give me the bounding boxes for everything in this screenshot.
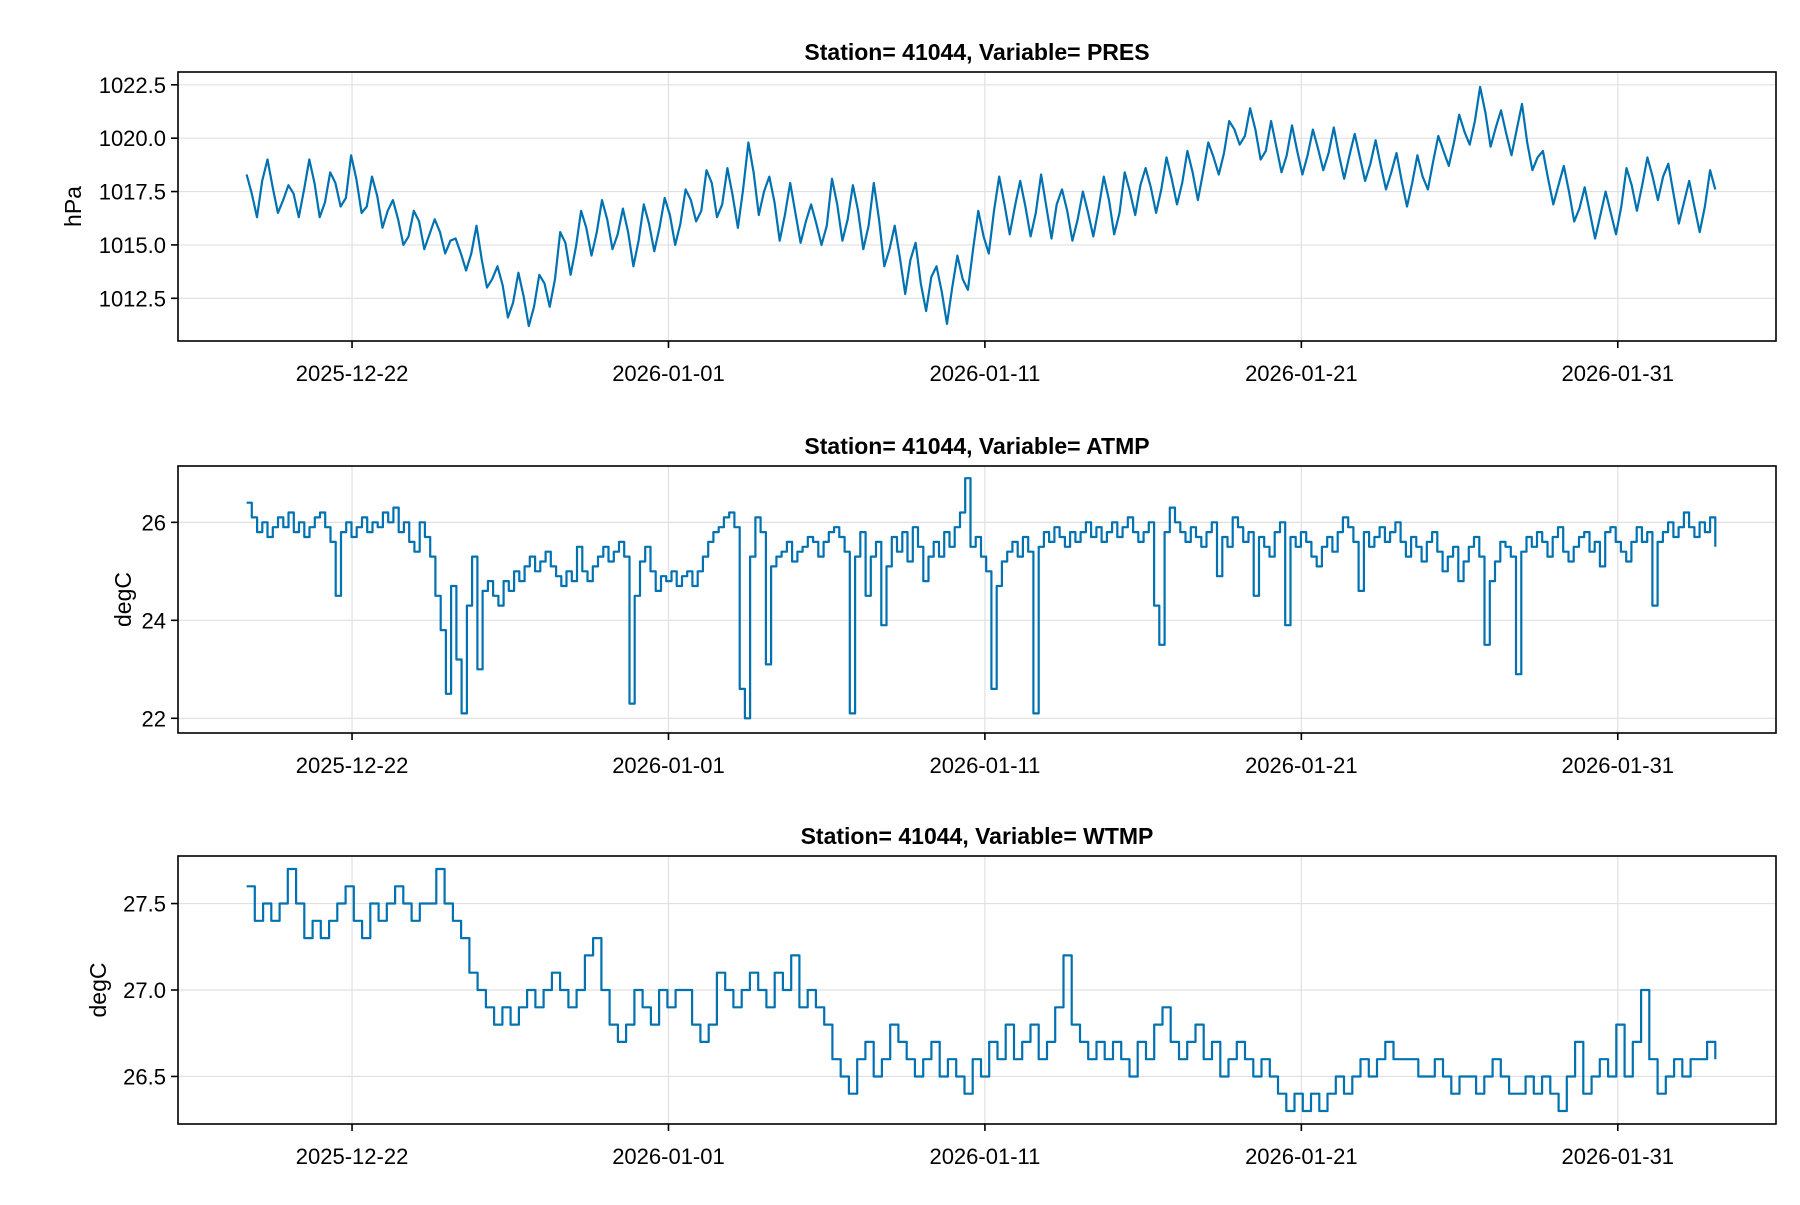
x-tick-label: 2025-12-22 bbox=[296, 753, 409, 778]
plot-frame bbox=[177, 465, 1777, 734]
x-tick-label: 2026-01-21 bbox=[1245, 361, 1358, 386]
y-axis-label: degC bbox=[110, 572, 136, 627]
chart-title: Station= 41044, Variable= ATMP bbox=[804, 433, 1149, 459]
x-tick-label: 2026-01-21 bbox=[1245, 753, 1358, 778]
x-tick-label: 2025-12-22 bbox=[296, 361, 409, 386]
x-tick-label: 2026-01-01 bbox=[612, 753, 725, 778]
y-tick-label: 24 bbox=[142, 608, 166, 633]
chart-panel-3: 2025-12-22 2026-01-01 2026-01-11 2026-01-21… bbox=[85, 823, 1777, 1169]
y-tick-label: 26 bbox=[142, 510, 166, 535]
x-tick-label: 2026-01-11 bbox=[929, 361, 1040, 386]
y-axis-label: degC bbox=[85, 963, 111, 1018]
plot-frame bbox=[177, 71, 1777, 342]
chart-title: Station= 41044, Variable= PRES bbox=[804, 39, 1149, 65]
y-tick-label: 26.5 bbox=[123, 1064, 166, 1089]
y-tick-label: 1012.5 bbox=[99, 286, 166, 311]
x-tick-label: 2026-01-11 bbox=[929, 753, 1040, 778]
y-tick-label: 27.0 bbox=[123, 978, 166, 1003]
y-tick-label: 1017.5 bbox=[99, 180, 166, 205]
y-tick-label: 22 bbox=[142, 706, 166, 731]
series-line bbox=[246, 477, 1717, 720]
y-tick-label: 1022.5 bbox=[99, 73, 166, 98]
x-tick-label: 2026-01-11 bbox=[929, 1144, 1040, 1169]
x-tick-label: 2026-01-31 bbox=[1562, 1144, 1675, 1169]
chart-panel-2: 2025-12-22 2026-01-01 2026-01-11 2026-01-21… bbox=[110, 433, 1777, 778]
y-axis-label: hPa bbox=[60, 186, 86, 227]
x-tick-label: 2026-01-31 bbox=[1562, 361, 1675, 386]
series-line bbox=[246, 867, 1717, 1113]
chart-panel-1: 2025-12-22 2026-01-01 2026-01-11 2026-01-21… bbox=[60, 39, 1777, 386]
series-line bbox=[245, 85, 1717, 328]
y-tick-label: 1015.0 bbox=[99, 233, 166, 258]
y-tick-label: 27.5 bbox=[123, 892, 166, 917]
x-tick-label: 2026-01-31 bbox=[1562, 753, 1675, 778]
chart-title: Station= 41044, Variable= WTMP bbox=[801, 823, 1154, 849]
x-tick-label: 2025-12-22 bbox=[296, 1144, 409, 1169]
x-tick-label: 2026-01-01 bbox=[612, 361, 725, 386]
x-tick-label: 2026-01-01 bbox=[612, 1144, 725, 1169]
x-tick-label: 2026-01-21 bbox=[1245, 1144, 1358, 1169]
y-tick-label: 1020.0 bbox=[99, 126, 166, 151]
